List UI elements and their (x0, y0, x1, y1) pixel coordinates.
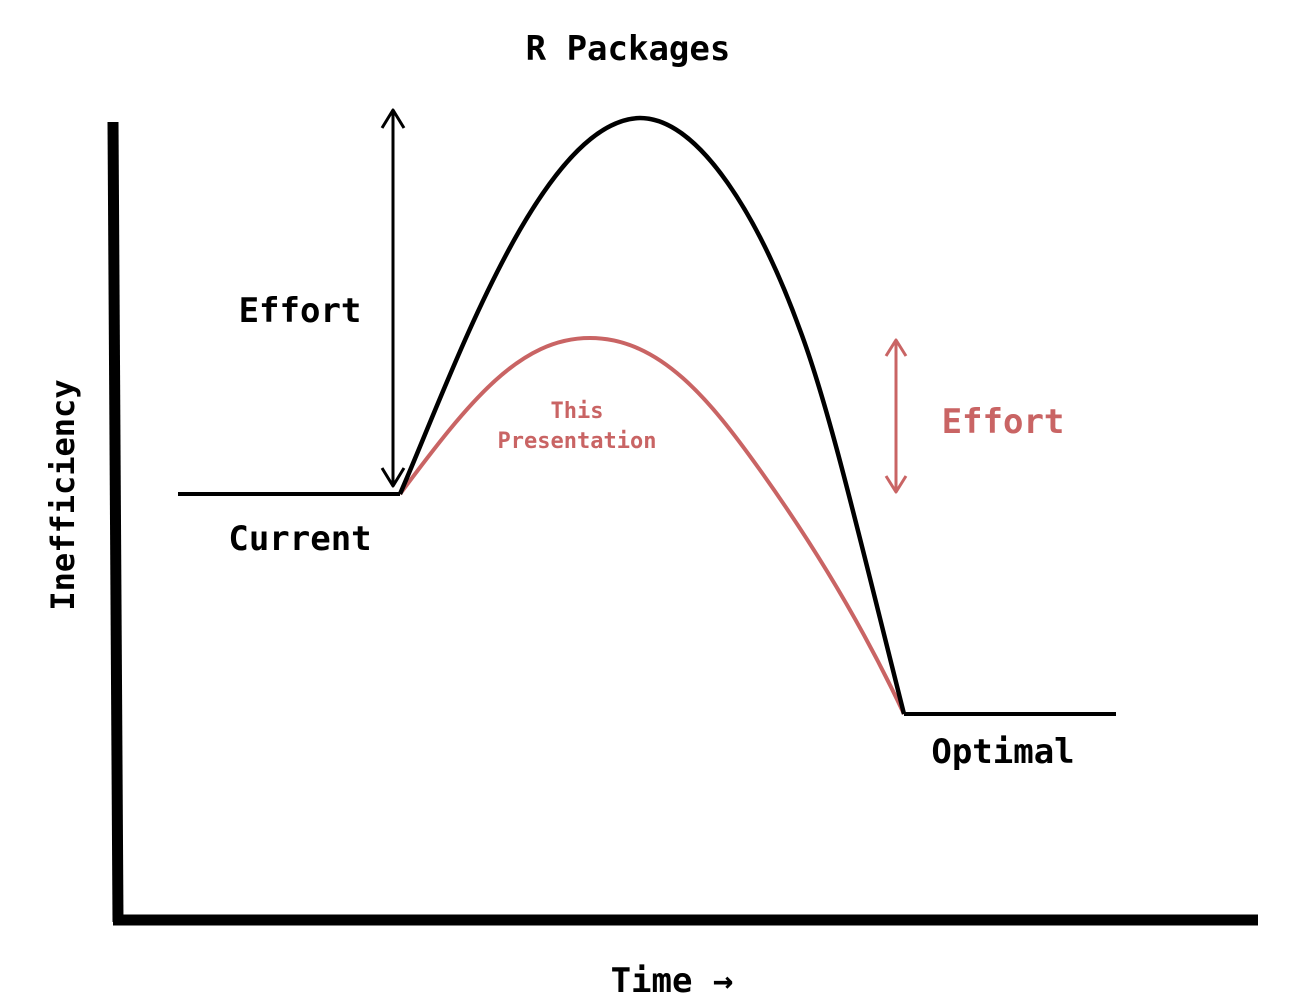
this-presentation-label-line2: Presentation (498, 429, 657, 454)
y-axis (107, 121, 124, 923)
optimal-label: Optimal (931, 732, 1074, 772)
x-axis-label: Time → (611, 961, 734, 1000)
effort-label-black: Effort (239, 291, 362, 331)
current-label: Current (228, 519, 371, 559)
effort-arrow-black (380, 108, 406, 488)
effort-arrow-red (884, 338, 908, 494)
y-axis-label: Inefficiency (44, 379, 82, 610)
diagram-title: R Packages (526, 29, 731, 69)
effort-label-red: Effort (942, 402, 1065, 442)
this-presentation-label-line1: This (551, 399, 604, 424)
r-packages-curve (397, 115, 907, 715)
this-presentation-curve (398, 335, 906, 715)
